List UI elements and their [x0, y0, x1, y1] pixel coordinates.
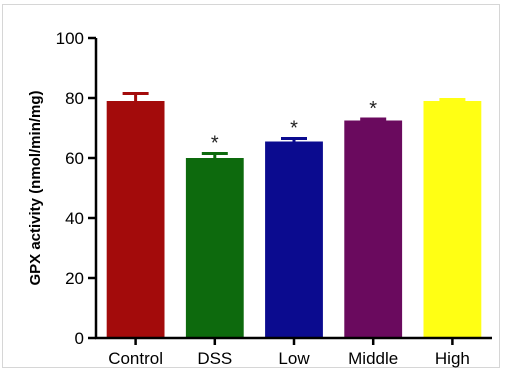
significance-mark: *: [369, 98, 377, 120]
x-axis: Control DSS Low Middle High: [95, 336, 492, 368]
y-tick-label: 60: [65, 149, 84, 168]
bar-control: [106, 101, 165, 338]
y-axis-title: GPX activity (nmol/min/mg): [27, 90, 44, 285]
x-category-label: Low: [278, 349, 310, 368]
y-axis: 0 20 40 60 80 100: [56, 29, 98, 348]
x-category-label: Middle: [348, 349, 398, 368]
bars: * * *: [106, 92, 482, 338]
significance-mark: *: [290, 118, 298, 140]
y-tick-label: 20: [65, 269, 84, 288]
y-tick-label: 0: [75, 329, 84, 348]
y-tick-label: 40: [65, 209, 84, 228]
bar-dss: [185, 158, 244, 338]
bar-low: [265, 141, 323, 338]
y-tick-label: 100: [56, 29, 84, 48]
chart-frame: [2, 4, 500, 368]
x-category-label: Control: [108, 349, 163, 368]
bar-high: [423, 101, 482, 338]
bar-middle: [344, 120, 403, 338]
significance-mark: *: [211, 133, 219, 155]
x-category-label: High: [435, 349, 470, 368]
y-tick-label: 80: [65, 89, 84, 108]
x-category-label: DSS: [197, 349, 232, 368]
